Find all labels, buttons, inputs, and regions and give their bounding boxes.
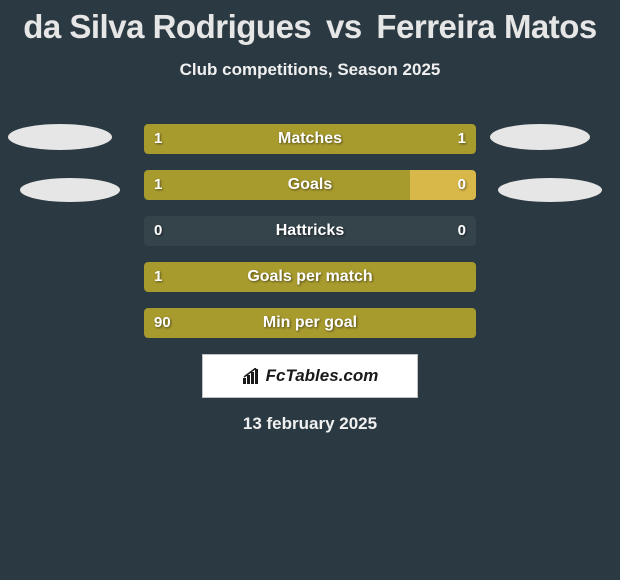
- chart-icon: [242, 368, 262, 384]
- ellipse-left1: [8, 124, 112, 150]
- player1-name: da Silva Rodrigues: [23, 8, 311, 45]
- branding-label: FcTables.com: [266, 366, 379, 386]
- stat-row: 0Hattricks0: [144, 216, 476, 246]
- vs-label: vs: [326, 8, 362, 45]
- stats-chart: 1Matches11Goals00Hattricks01Goals per ma…: [144, 124, 476, 338]
- stat-row: 1Goals0: [144, 170, 476, 200]
- date-label: 13 february 2025: [0, 414, 620, 434]
- stat-row: 1Goals per match: [144, 262, 476, 292]
- stat-value-right: 0: [458, 170, 466, 200]
- stat-row: 1Matches1: [144, 124, 476, 154]
- stat-label: Hattricks: [144, 216, 476, 246]
- ellipse-right1: [490, 124, 590, 150]
- stat-value-right: 0: [458, 216, 466, 246]
- ellipse-left2: [20, 178, 120, 202]
- subtitle: Club competitions, Season 2025: [0, 60, 620, 80]
- stat-label: Goals per match: [144, 262, 476, 292]
- ellipse-right2: [498, 178, 602, 202]
- comparison-title: da Silva Rodrigues vs Ferreira Matos: [0, 0, 620, 46]
- stat-label: Min per goal: [144, 308, 476, 338]
- branding-box: FcTables.com: [202, 354, 418, 398]
- stat-label: Matches: [144, 124, 476, 154]
- player2-name: Ferreira Matos: [376, 8, 596, 45]
- stat-row: 90Min per goal: [144, 308, 476, 338]
- branding-text: FcTables.com: [242, 366, 379, 386]
- stat-label: Goals: [144, 170, 476, 200]
- stat-value-right: 1: [458, 124, 466, 154]
